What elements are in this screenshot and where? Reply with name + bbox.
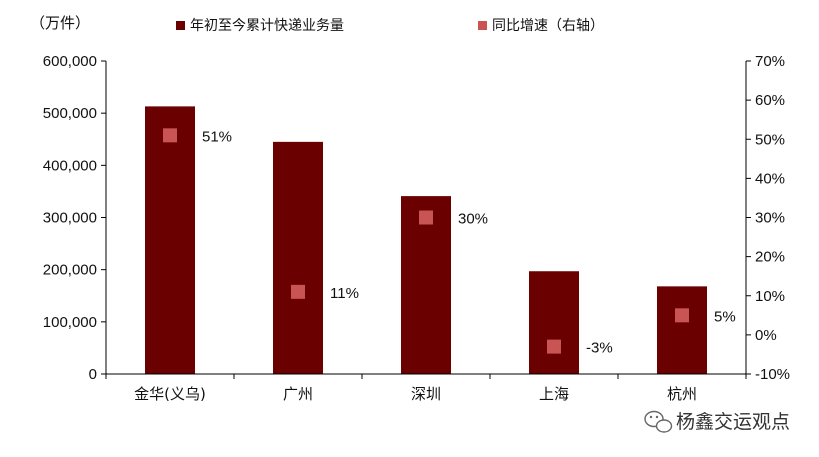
growth-marker-4	[547, 339, 561, 354]
right-axis-tick-label: 10%	[755, 288, 785, 305]
category-label: 广州	[283, 385, 313, 403]
legend-swatch-growth	[478, 21, 487, 30]
growth-marker-1	[163, 128, 177, 143]
bar-5	[657, 286, 707, 374]
growth-data-label: 51%	[202, 128, 232, 145]
left-axis: 0 100,000 200,000 300,000 400,000 500,000 600,…	[43, 53, 107, 383]
left-axis-tick-label: 400,000	[43, 157, 97, 174]
right-axis-tick-label: 50%	[755, 131, 785, 148]
legend-swatch-volume	[176, 21, 185, 30]
bar-1	[145, 106, 195, 374]
right-axis-tick-label: -10%	[755, 366, 790, 383]
growth-data-label: 11%	[330, 285, 359, 302]
category-label: 上海	[539, 385, 569, 403]
legend-label-growth: 同比增速（右轴）	[492, 18, 604, 34]
growth-data-label: 5%	[714, 308, 736, 325]
growth-data-label: 30%	[458, 211, 488, 228]
right-axis-tick-label: 0%	[755, 327, 777, 344]
right-axis-tick-label: 60%	[755, 92, 785, 109]
left-axis-unit-label: （万件）	[30, 14, 90, 32]
watermark: 杨鑫交运观点	[644, 410, 790, 433]
bar-3	[401, 196, 451, 374]
category-label: 金华(义乌)	[134, 385, 206, 403]
bar-series	[145, 106, 707, 374]
bar-4	[529, 271, 579, 374]
growth-marker-3	[419, 210, 433, 225]
left-axis-tick-label: 100,000	[43, 314, 97, 331]
wechat-icon	[644, 410, 673, 433]
left-axis-tick-label: 200,000	[43, 262, 97, 279]
left-axis-tick-label: 500,000	[43, 105, 97, 122]
growth-marker-5	[675, 308, 689, 323]
right-axis-tick-label: 40%	[755, 170, 785, 187]
right-axis-tick-label: 70%	[755, 53, 785, 70]
watermark-text: 杨鑫交运观点	[676, 411, 790, 433]
category-axis: 金华(义乌) 广州 深圳 上海 杭州	[105, 373, 747, 403]
growth-series: 51% 11% 30% -3% 5%	[163, 128, 736, 357]
bar-2	[273, 141, 323, 374]
growth-marker-2	[291, 284, 305, 299]
left-axis-tick-label: 0	[89, 366, 97, 383]
left-axis-tick-label: 300,000	[43, 210, 97, 227]
left-axis-tick-label: 600,000	[43, 53, 97, 70]
right-axis: -10% 0% 10% 20% 30% 40% 50% 60% 70%	[745, 53, 790, 383]
right-axis-tick-label: 20%	[755, 249, 785, 266]
legend-label-volume: 年初至今累计快递业务量	[190, 17, 344, 34]
growth-data-label: -3%	[586, 340, 613, 357]
category-label: 杭州	[667, 385, 697, 403]
legend: 年初至今累计快递业务量 同比增速（右轴）	[176, 17, 604, 34]
right-axis-tick-label: 30%	[755, 210, 785, 227]
category-label: 深圳	[411, 385, 441, 403]
